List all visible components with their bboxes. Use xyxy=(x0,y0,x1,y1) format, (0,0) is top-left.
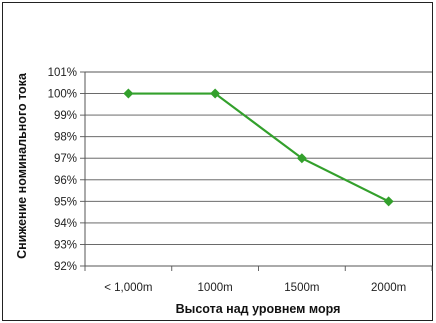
x-tick-label: 1500m xyxy=(284,282,319,294)
y-tick-label: 101% xyxy=(48,67,77,79)
y-axis-ticks: 92% 93% 94% 95% 96% 97% 98% 99% 100% 101% xyxy=(48,67,85,273)
x-tick-label: 2000m xyxy=(371,282,406,294)
x-axis-title: Высота над уровнем моря xyxy=(176,302,341,316)
y-tick-label: 92% xyxy=(54,261,77,273)
x-tick-label: < 1,000m xyxy=(104,282,152,294)
y-tick-label: 99% xyxy=(54,110,77,122)
gridlines xyxy=(85,71,432,245)
series-line xyxy=(128,92,390,203)
y-tick-label: 95% xyxy=(54,196,77,208)
y-tick-label: 98% xyxy=(54,132,77,144)
x-tick-label: 1000m xyxy=(198,282,233,294)
y-tick-label: 94% xyxy=(54,218,77,230)
series-group xyxy=(123,88,394,207)
y-tick-label: 97% xyxy=(54,153,77,165)
chart-frame xyxy=(2,2,433,321)
data-point-marker xyxy=(210,88,221,99)
data-point-marker xyxy=(383,196,394,207)
axes xyxy=(84,72,432,267)
y-axis-title: Снижение номинального тока xyxy=(15,72,29,259)
data-point-marker xyxy=(123,88,134,99)
y-tick-label: 93% xyxy=(54,239,77,251)
y-tick-label: 96% xyxy=(54,175,77,187)
x-axis-ticks: < 1,000m 1000m 1500m 2000m xyxy=(84,266,433,294)
data-point-marker xyxy=(296,153,307,164)
y-tick-label: 100% xyxy=(48,89,77,101)
